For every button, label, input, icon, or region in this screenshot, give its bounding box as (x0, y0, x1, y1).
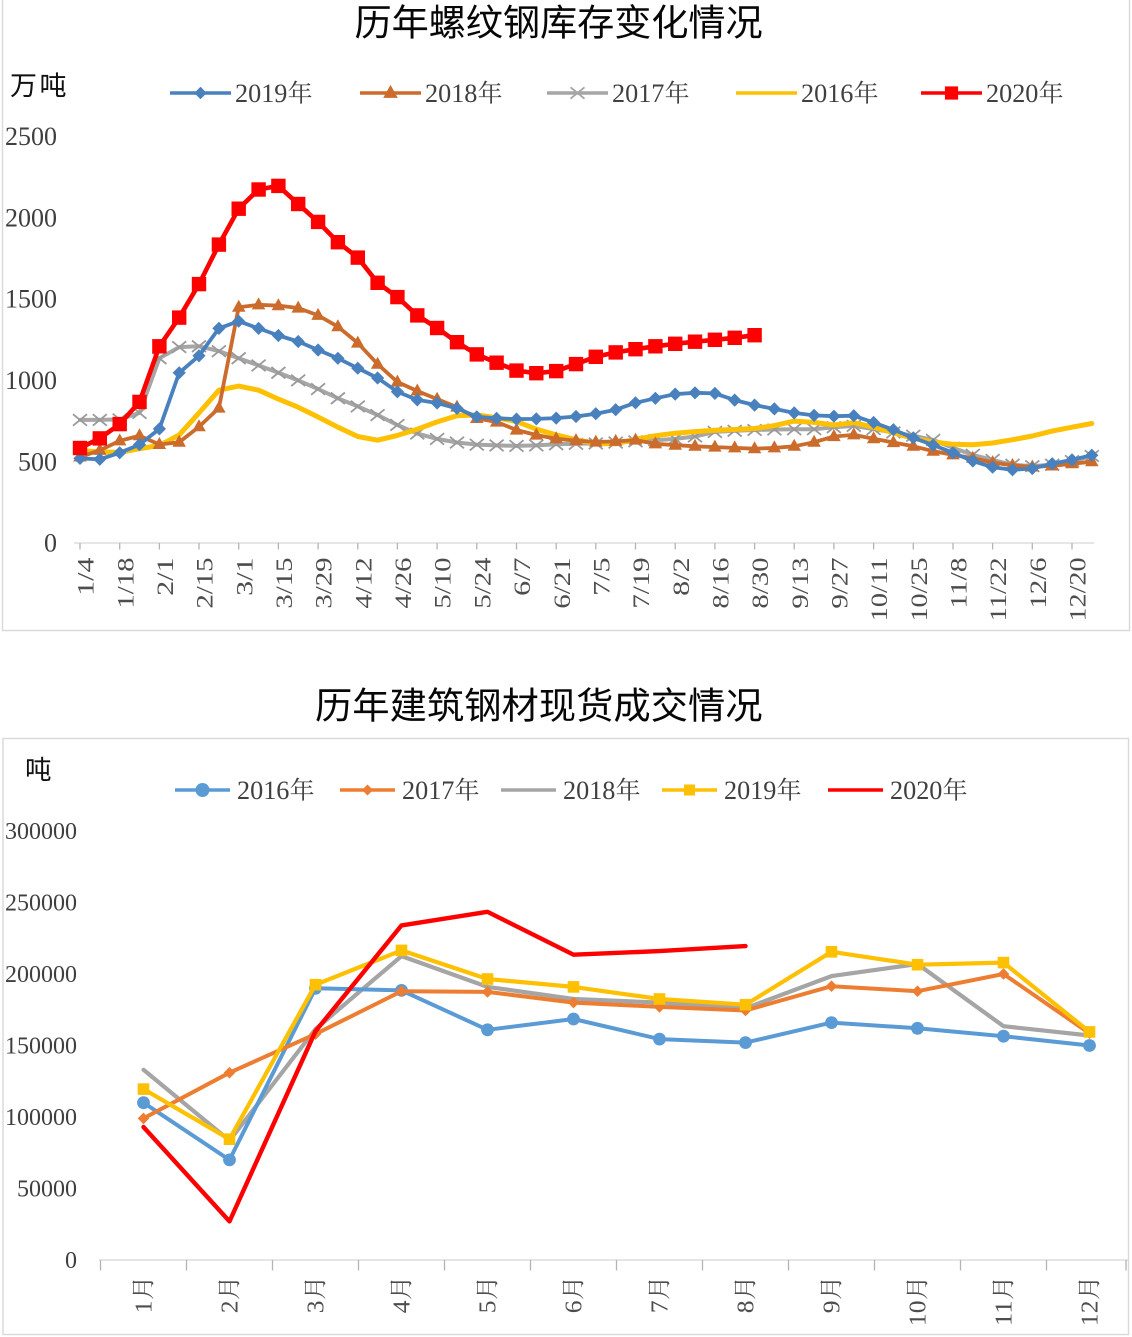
svg-text:1/4: 1/4 (74, 557, 99, 596)
svg-text:100000: 100000 (5, 1105, 77, 1131)
svg-text:11: 11 (991, 1301, 1018, 1327)
svg-text:11/8: 11/8 (947, 558, 972, 609)
svg-text:2020: 2020 (986, 79, 1038, 108)
svg-text:9: 9 (819, 1301, 846, 1314)
svg-text:5/10: 5/10 (431, 558, 456, 609)
svg-text:2016: 2016 (801, 79, 853, 108)
svg-text:300000: 300000 (5, 819, 77, 845)
svg-text:2: 2 (217, 1301, 244, 1314)
svg-text:3/15: 3/15 (272, 558, 297, 609)
svg-text:2000: 2000 (5, 203, 57, 232)
svg-text:0: 0 (44, 529, 57, 558)
svg-text:1000: 1000 (5, 366, 57, 395)
svg-text:500: 500 (18, 447, 57, 476)
svg-text:4/12: 4/12 (351, 558, 376, 609)
svg-text:12: 12 (1077, 1301, 1104, 1327)
svg-text:200000: 200000 (5, 962, 77, 988)
svg-text:2018: 2018 (563, 776, 615, 805)
svg-text:150000: 150000 (5, 1034, 77, 1060)
svg-text:2017: 2017 (612, 79, 664, 108)
svg-text:7: 7 (647, 1301, 674, 1314)
svg-text:8/2: 8/2 (669, 558, 694, 596)
svg-text:2500: 2500 (5, 122, 57, 151)
svg-text:10/25: 10/25 (907, 558, 932, 622)
svg-text:2016: 2016 (237, 776, 289, 805)
svg-text:1: 1 (131, 1301, 158, 1314)
svg-text:7/5: 7/5 (589, 558, 614, 596)
svg-text:1500: 1500 (5, 285, 57, 314)
svg-text:11/22: 11/22 (986, 558, 1011, 622)
svg-text:4: 4 (389, 1301, 416, 1314)
svg-text:7/19: 7/19 (629, 558, 654, 609)
svg-text:3: 3 (303, 1301, 330, 1314)
svg-text:2/1: 2/1 (153, 558, 178, 596)
svg-text:1/18: 1/18 (113, 558, 138, 609)
svg-text:12/6: 12/6 (1026, 558, 1051, 609)
svg-text:2020: 2020 (890, 776, 942, 805)
svg-text:2019: 2019 (235, 79, 287, 108)
svg-text:8/16: 8/16 (709, 558, 734, 609)
svg-text:3/1: 3/1 (232, 558, 257, 596)
svg-text:50000: 50000 (17, 1177, 77, 1203)
svg-text:2017: 2017 (402, 776, 454, 805)
svg-text:6/7: 6/7 (510, 558, 535, 596)
svg-text:2/15: 2/15 (193, 558, 218, 609)
svg-text:9/13: 9/13 (788, 558, 813, 609)
svg-text:2018: 2018 (425, 79, 477, 108)
svg-text:5/24: 5/24 (470, 557, 495, 609)
svg-text:12/20: 12/20 (1066, 558, 1091, 622)
svg-text:8/30: 8/30 (748, 558, 773, 609)
svg-text:5: 5 (475, 1301, 502, 1314)
svg-text:9/27: 9/27 (828, 558, 853, 609)
svg-text:2019: 2019 (724, 776, 776, 805)
svg-text:6/21: 6/21 (550, 558, 575, 609)
svg-text:4/26: 4/26 (391, 558, 416, 609)
svg-text:8: 8 (733, 1301, 760, 1314)
svg-text:6: 6 (561, 1301, 588, 1314)
svg-text:10: 10 (905, 1301, 932, 1327)
svg-text:0: 0 (65, 1248, 77, 1274)
svg-text:3/29: 3/29 (312, 558, 337, 609)
svg-text:10/11: 10/11 (867, 558, 892, 622)
svg-text:250000: 250000 (5, 891, 77, 917)
